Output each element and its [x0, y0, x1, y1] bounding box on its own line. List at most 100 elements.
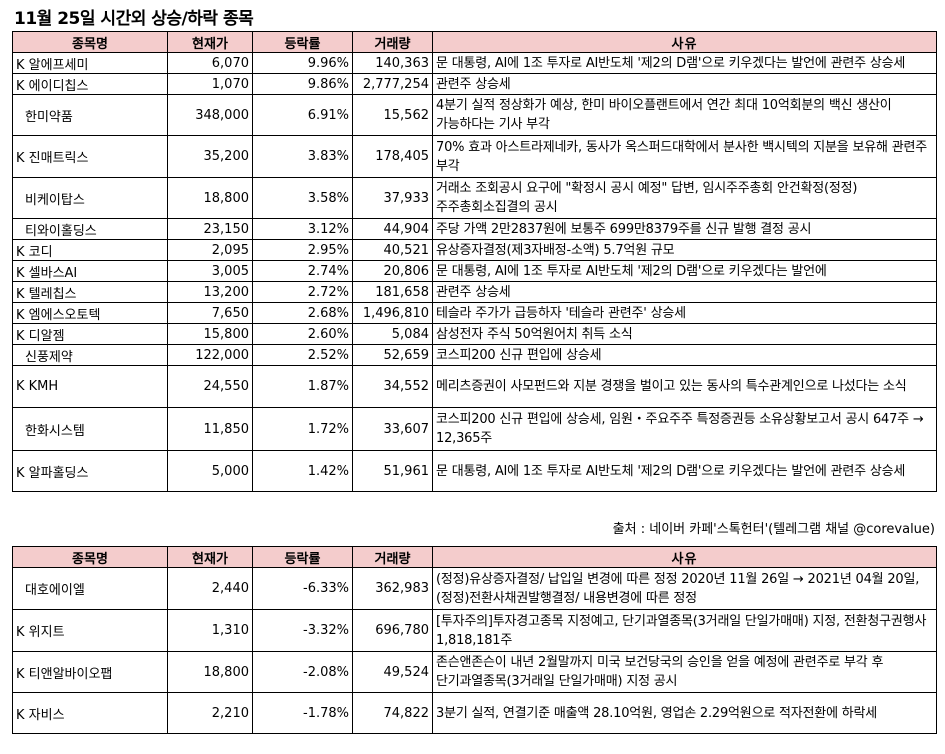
losers-header-row: 종목명 현재가 등락률 거래량 사유 — [12, 546, 937, 568]
current-price: 122,000 — [167, 344, 253, 366]
current-price: 24,550 — [167, 365, 253, 408]
table-row: K 위지트 1,310 -3.32% 696,780 [투자주의]투자경고종목 지정예고… — [12, 609, 937, 652]
trade-volume: 44,904 — [352, 218, 433, 240]
trade-volume: 178,405 — [352, 135, 433, 178]
gainers-table: 종목명 현재가 등락률 거래량 사유 K 알에프세미 6,070 9.96% 140,… — [12, 31, 937, 492]
change-rate: -6.33% — [252, 567, 353, 610]
trade-volume: 49,524 — [352, 651, 433, 693]
current-price: 7,650 — [167, 302, 253, 324]
table-row: K 디알젬 15,800 2.60% 5,084 삼성전자 주식 50억원어치 취득 소… — [12, 323, 937, 345]
current-price: 2,210 — [167, 692, 253, 734]
current-price: 2,440 — [167, 567, 253, 610]
stock-name: 신풍제약 — [12, 344, 168, 366]
trade-volume: 2,777,254 — [352, 73, 433, 95]
change-rate: 2.52% — [252, 344, 353, 366]
stock-name: 티와이홀딩스 — [12, 218, 168, 240]
reason-text: 거래소 조회공시 요구에 "확정시 공시 예정" 답변, 임시주주총회 안건확정… — [432, 177, 937, 219]
trade-volume: 181,658 — [352, 281, 433, 303]
losers-table: 종목명 현재가 등락률 거래량 사유 대호에이엘 2,440 -6.33% 362,9… — [12, 546, 937, 734]
current-price: 18,800 — [167, 651, 253, 693]
source-note: 출처 : 네이버 카페'스톡헌터'(텔레그램 채널 @corevalue) — [612, 522, 935, 537]
trade-volume: 20,806 — [352, 260, 433, 282]
stock-name: K 티앤알바이오팹 — [12, 651, 168, 693]
change-rate: 2.60% — [252, 323, 353, 345]
stock-name: 대호에이엘 — [12, 567, 168, 610]
stock-name: K 텔레칩스 — [12, 281, 168, 303]
table-row: 한화시스템 11,850 1.72% 33,607 코스피200 신규 편입에 상승세,… — [12, 407, 937, 451]
current-price: 35,200 — [167, 135, 253, 178]
reason-text: 문 대통령, AI에 1조 투자로 AI반도체 '제2의 D램'으로 키우겠다는… — [432, 52, 937, 74]
stock-name: K 셀바스AI — [12, 260, 168, 282]
reason-text: 관련주 상승세 — [432, 281, 937, 303]
reason-text: 존슨앤존슨이 내년 2월말까지 미국 보건당국의 승인을 얻을 예정에 관련주로… — [432, 651, 937, 693]
stock-name: 한미약품 — [12, 94, 168, 136]
header-change: 등락률 — [252, 546, 353, 568]
change-rate: 6.91% — [252, 94, 353, 136]
change-rate: 2.95% — [252, 239, 353, 261]
reason-text: 테슬라 주가가 급등하자 '테슬라 관련주' 상승세 — [432, 302, 937, 324]
gainers-header-row: 종목명 현재가 등락률 거래량 사유 — [12, 31, 937, 53]
trade-volume: 34,552 — [352, 365, 433, 408]
trade-volume: 74,822 — [352, 692, 433, 734]
table-row: K 진매트릭스 35,200 3.83% 178,405 70% 효과 아스트라제네카,… — [12, 135, 937, 178]
change-rate: -3.32% — [252, 609, 353, 652]
current-price: 5,000 — [167, 450, 253, 492]
table-row: K 알에프세미 6,070 9.96% 140,363 문 대통령, AI에 1조 투자… — [12, 52, 937, 74]
current-price: 348,000 — [167, 94, 253, 136]
reason-text: 삼성전자 주식 50억원어치 취득 소식 — [432, 323, 937, 345]
reason-text: 코스피200 신규 편입에 상승세, 임원・주요주주 특정증권등 소유상황보고서… — [432, 407, 937, 451]
change-rate: 9.96% — [252, 52, 353, 74]
table-row: K 에이디칩스 1,070 9.86% 2,777,254 관련주 상승세 — [12, 73, 937, 95]
reason-text: 메리츠증권이 사모펀드와 지분 경쟁을 벌이고 있는 동사의 특수관계인으로 나… — [432, 365, 937, 408]
current-price: 3,005 — [167, 260, 253, 282]
trade-volume: 51,961 — [352, 450, 433, 492]
current-price: 15,800 — [167, 323, 253, 345]
table-row: 대호에이엘 2,440 -6.33% 362,983 (정정)유상증자결정/ 납입일 변… — [12, 567, 937, 610]
stock-name: 한화시스템 — [12, 407, 168, 451]
current-price: 6,070 — [167, 52, 253, 74]
current-price: 2,095 — [167, 239, 253, 261]
table-row: 신풍제약 122,000 2.52% 52,659 코스피200 신규 편입에 상승세 — [12, 344, 937, 366]
stock-name: K KMH — [12, 365, 168, 408]
header-name: 종목명 — [12, 546, 168, 568]
trade-volume: 1,496,810 — [352, 302, 433, 324]
stock-name: K 알에프세미 — [12, 52, 168, 74]
reason-text: [투자주의]투자경고종목 지정예고, 단기과열종목(3거래일 단일가매매) 지정… — [432, 609, 937, 652]
header-volume: 거래량 — [352, 546, 433, 568]
change-rate: -1.78% — [252, 692, 353, 734]
current-price: 1,310 — [167, 609, 253, 652]
current-price: 18,800 — [167, 177, 253, 219]
table-row: K 셀바스AI 3,005 2.74% 20,806 문 대통령, AI에 1조 투자로… — [12, 260, 937, 282]
stock-name: K 코디 — [12, 239, 168, 261]
stock-name: 비케이탑스 — [12, 177, 168, 219]
reason-text: 70% 효과 아스트라제네카, 동사가 옥스퍼드대학에서 분사한 백시텍의 지분… — [432, 135, 937, 178]
trade-volume: 5,084 — [352, 323, 433, 345]
stock-name: K 위지트 — [12, 609, 168, 652]
header-name: 종목명 — [12, 31, 168, 53]
table-row: K 엠에스오토텍 7,650 2.68% 1,496,810 테슬라 주가가 급등하자 … — [12, 302, 937, 324]
header-price: 현재가 — [167, 31, 253, 53]
stock-name: K 자비스 — [12, 692, 168, 734]
trade-volume: 40,521 — [352, 239, 433, 261]
change-rate: 1.72% — [252, 407, 353, 451]
table-row: 비케이탑스 18,800 3.58% 37,933 거래소 조회공시 요구에 "확정시 … — [12, 177, 937, 219]
change-rate: 1.42% — [252, 450, 353, 492]
table-row: K 텔레칩스 13,200 2.72% 181,658 관련주 상승세 — [12, 281, 937, 303]
trade-volume: 37,933 — [352, 177, 433, 219]
reason-text: (정정)유상증자결정/ 납입일 변경에 따른 정정 2020년 11월 26일 … — [432, 567, 937, 610]
trade-volume: 52,659 — [352, 344, 433, 366]
current-price: 13,200 — [167, 281, 253, 303]
header-volume: 거래량 — [352, 31, 433, 53]
table-row: K 티앤알바이오팹 18,800 -2.08% 49,524 존슨앤존슨이 내년 2월말… — [12, 651, 937, 693]
reason-text: 관련주 상승세 — [432, 73, 937, 95]
reason-text: 문 대통령, AI에 1조 투자로 AI반도체 '제2의 D램'으로 키우겠다는… — [432, 260, 937, 282]
stock-name: K 엠에스오토텍 — [12, 302, 168, 324]
table-row: 한미약품 348,000 6.91% 15,562 4분기 실적 정상화가 예상, 한미… — [12, 94, 937, 136]
reason-text: 4분기 실적 정상화가 예상, 한미 바이오플랜트에서 연간 최대 10억회분의… — [432, 94, 937, 136]
trade-volume: 362,983 — [352, 567, 433, 610]
table-row: K 자비스 2,210 -1.78% 74,822 3분기 실적, 연결기준 매출액 2… — [12, 692, 937, 734]
header-price: 현재가 — [167, 546, 253, 568]
header-reason: 사유 — [432, 31, 937, 53]
table-row: K KMH 24,550 1.87% 34,552 메리츠증권이 사모펀드와 지분 경쟁… — [12, 365, 937, 408]
stock-name: K 디알젬 — [12, 323, 168, 345]
